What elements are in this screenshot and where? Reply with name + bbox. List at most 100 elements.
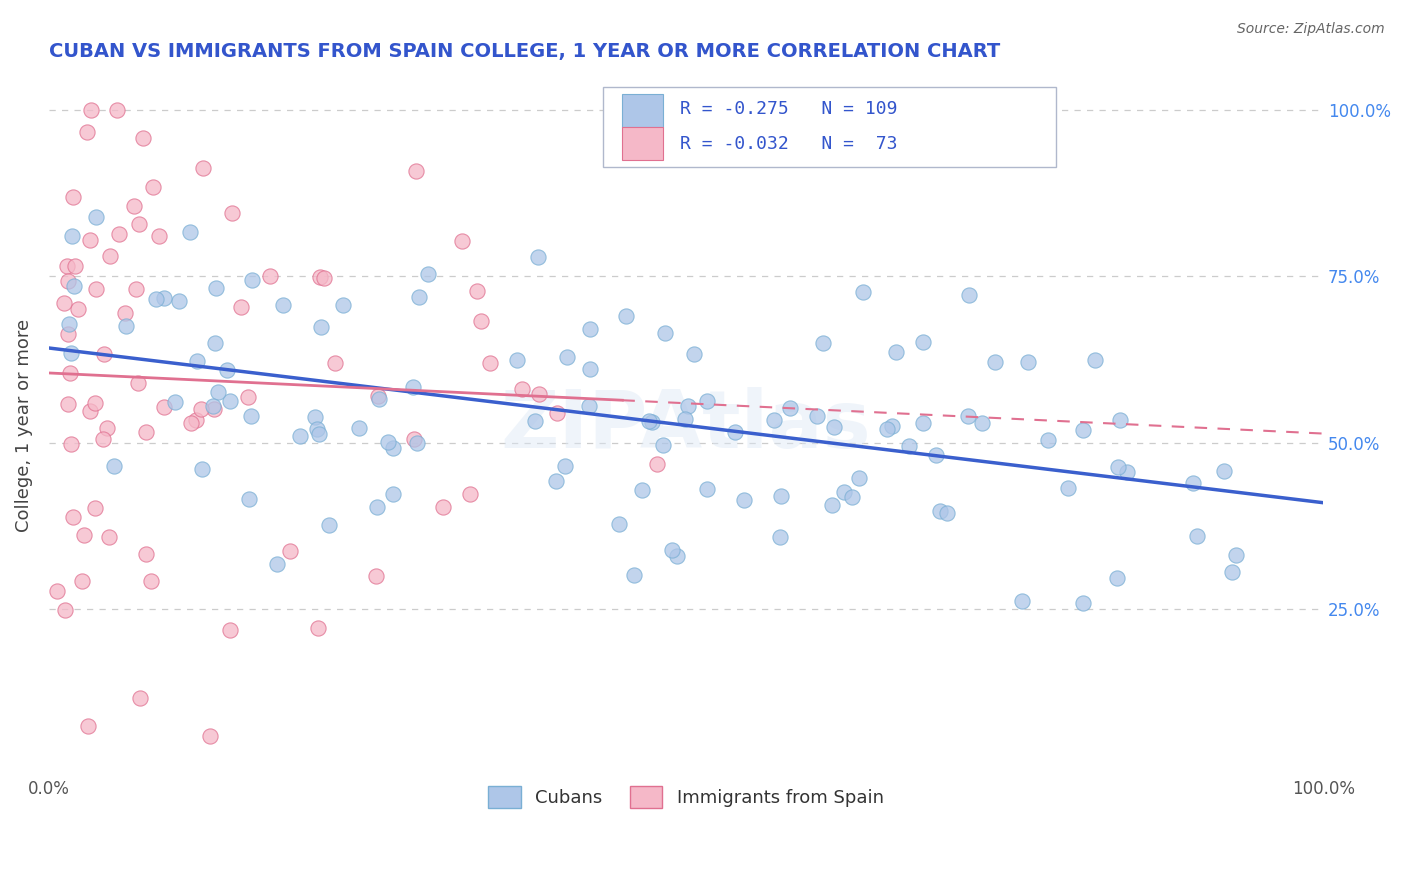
Point	[62, 510, 84, 524]
Point	[58, 317, 80, 331]
Point	[165, 395, 187, 409]
Point	[305, 422, 328, 436]
Point	[132, 131, 155, 145]
Point	[1084, 352, 1107, 367]
Point	[266, 557, 288, 571]
Point	[367, 388, 389, 402]
Point	[108, 227, 131, 241]
Point	[970, 416, 993, 430]
Point	[59, 346, 82, 360]
Point	[218, 623, 240, 637]
Point	[56, 260, 79, 274]
Point	[523, 414, 546, 428]
Point	[554, 459, 576, 474]
Point	[912, 334, 935, 349]
Point	[221, 205, 243, 219]
Point	[1011, 594, 1033, 608]
Point	[93, 346, 115, 360]
Point	[673, 412, 696, 426]
Point	[763, 413, 786, 427]
Point	[402, 380, 425, 394]
Point	[349, 421, 371, 435]
Point	[314, 271, 336, 285]
Point	[555, 350, 578, 364]
Point	[832, 485, 855, 500]
Point	[661, 543, 683, 558]
Point	[367, 392, 389, 407]
Point	[205, 281, 228, 295]
Point	[56, 274, 79, 288]
Bar	[623, 94, 664, 128]
Point	[676, 399, 699, 413]
Point	[405, 164, 427, 178]
Point	[98, 249, 121, 263]
Point	[240, 273, 263, 287]
Point	[124, 199, 146, 213]
Text: CUBAN VS IMMIGRANTS FROM SPAIN COLLEGE, 1 YEAR OR MORE CORRELATION CHART: CUBAN VS IMMIGRANTS FROM SPAIN COLLEGE, …	[49, 42, 1000, 61]
Point	[86, 281, 108, 295]
Point	[366, 500, 388, 514]
Point	[402, 432, 425, 446]
Point	[1116, 466, 1139, 480]
Point	[1105, 571, 1128, 585]
Point	[135, 425, 157, 440]
Point	[76, 124, 98, 138]
Point	[129, 690, 152, 705]
Point	[1057, 481, 1080, 495]
Point	[841, 490, 863, 504]
Point	[70, 574, 93, 588]
Point	[167, 293, 190, 308]
Point	[62, 229, 84, 244]
Point	[935, 506, 957, 520]
Point	[139, 574, 162, 588]
Point	[307, 621, 329, 635]
Point	[1181, 475, 1204, 490]
Point	[848, 471, 870, 485]
Point	[408, 290, 430, 304]
Point	[79, 233, 101, 247]
Point	[142, 179, 165, 194]
Point	[929, 503, 952, 517]
Point	[83, 396, 105, 410]
Point	[696, 482, 718, 496]
Point	[153, 400, 176, 414]
Point	[66, 302, 89, 317]
Point	[63, 260, 86, 274]
Point	[97, 530, 120, 544]
Point	[58, 397, 80, 411]
Point	[366, 568, 388, 582]
Point	[135, 547, 157, 561]
Point	[479, 356, 502, 370]
Point	[190, 402, 212, 417]
Point	[238, 491, 260, 506]
Point	[323, 356, 346, 370]
Point	[432, 500, 454, 514]
Point	[418, 267, 440, 281]
Point	[148, 229, 170, 244]
Point	[1220, 565, 1243, 579]
FancyBboxPatch shape	[603, 87, 1056, 167]
Point	[769, 530, 792, 544]
Point	[609, 517, 631, 532]
Point	[470, 314, 492, 328]
Legend: Cubans, Immigrants from Spain: Cubans, Immigrants from Spain	[481, 779, 891, 815]
Point	[73, 528, 96, 542]
Point	[198, 729, 221, 743]
Point	[59, 437, 82, 451]
Point	[579, 322, 602, 336]
Point	[145, 292, 167, 306]
Point	[179, 225, 201, 239]
Point	[546, 406, 568, 420]
Point	[666, 549, 689, 564]
Point	[207, 384, 229, 399]
Point	[114, 318, 136, 333]
Point	[912, 416, 935, 430]
Point	[76, 719, 98, 733]
Point	[779, 401, 801, 415]
Point	[309, 270, 332, 285]
Point	[271, 298, 294, 312]
Point	[84, 211, 107, 225]
Point	[406, 435, 429, 450]
Point	[631, 483, 654, 498]
Point	[56, 326, 79, 341]
